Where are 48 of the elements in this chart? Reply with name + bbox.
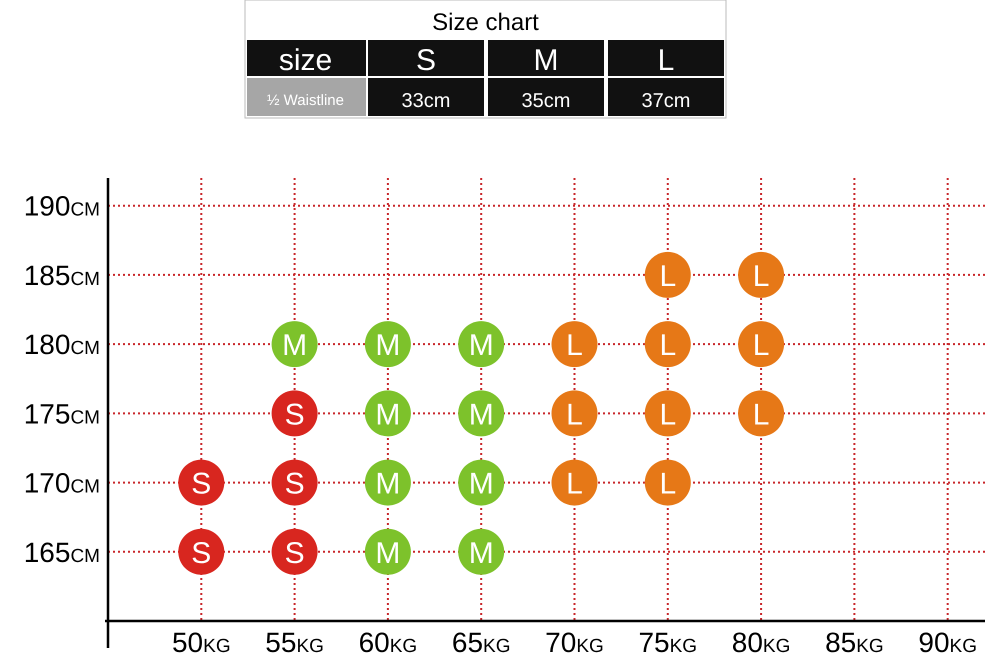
text: S — [191, 468, 212, 501]
x-tick-label: 90KG — [918, 627, 977, 658]
text: L — [752, 398, 770, 432]
text: M — [375, 398, 400, 432]
y-tick-label: 180CM — [24, 329, 100, 360]
x-tick-label: 60KG — [358, 627, 418, 658]
y-tick-label: 190CM — [24, 190, 100, 222]
text: size — [278, 44, 332, 77]
x-tick-label: 80KG — [732, 627, 790, 658]
text: S — [284, 536, 305, 570]
text: M — [468, 468, 494, 501]
text: L — [659, 398, 676, 432]
series-label: L — [566, 398, 583, 432]
text: 35cm — [522, 90, 570, 112]
text: S — [284, 468, 305, 501]
text: M — [468, 536, 494, 570]
category-label: M — [534, 44, 558, 77]
y-tick-label: 170CM — [24, 468, 100, 499]
text: 33cm — [402, 90, 450, 112]
text: L — [659, 468, 676, 501]
text: L — [752, 260, 770, 293]
series-label: S — [284, 398, 305, 432]
text: M — [468, 329, 494, 362]
text: L — [659, 329, 676, 362]
series-label: M — [375, 468, 400, 501]
text: M — [468, 398, 494, 432]
x-tick-label: 65KG — [452, 627, 510, 658]
y-tick-label: 185CM — [24, 260, 100, 291]
text: M — [282, 329, 308, 362]
text: 37cm — [642, 90, 690, 112]
x-tick-label: 85KG — [825, 627, 884, 658]
text: L — [566, 329, 583, 362]
x-tick-label: 55KG — [265, 627, 324, 658]
category-label: S — [416, 44, 436, 77]
y-tick-label: 175CM — [24, 398, 100, 430]
text: L — [752, 329, 770, 362]
text: M — [375, 329, 400, 362]
text: ½ Waistline — [267, 92, 344, 109]
x-tick-label: 50KG — [172, 627, 231, 658]
text: Size chart — [432, 9, 540, 36]
text: M — [375, 536, 400, 570]
x-tick-label: 75KG — [638, 627, 698, 658]
x-tick-label: 70KG — [545, 627, 604, 658]
y-tick-label: 165CM — [24, 536, 100, 568]
text: S — [191, 536, 212, 570]
text: L — [566, 468, 583, 501]
text: L — [659, 260, 676, 293]
category-label: L — [658, 44, 674, 77]
